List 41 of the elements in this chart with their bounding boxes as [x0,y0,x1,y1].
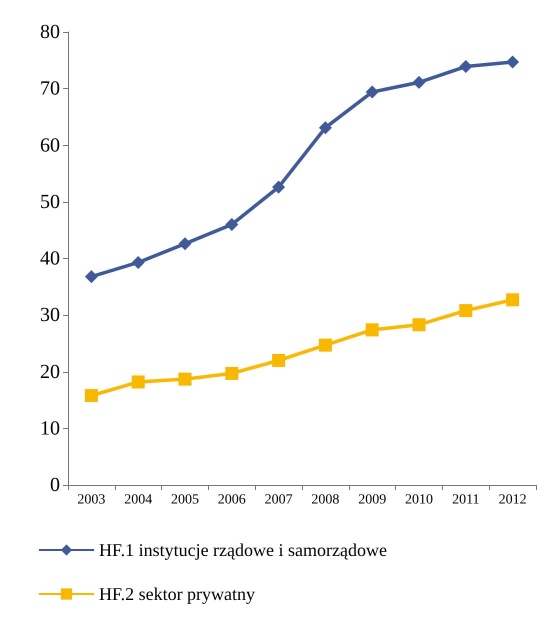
point [132,375,145,388]
point [272,180,286,194]
point [506,56,520,69]
point [366,323,379,336]
x-tick-label: 2009 [358,492,386,508]
point [412,318,426,332]
point [506,293,520,306]
y-tick-label: 20 [40,360,60,383]
x-tick-label: 2008 [311,492,340,508]
point [459,60,472,74]
x-tick-label: 2003 [77,492,106,508]
x-tick-label: 2010 [405,492,433,508]
point [272,354,286,367]
point [412,76,426,89]
y-tick-label: 40 [40,248,60,270]
point [178,237,192,250]
point [178,372,192,386]
point [132,256,145,269]
x-tick-label: 2007 [264,492,293,508]
x-tick-label: 2005 [171,492,199,508]
point [225,366,238,380]
y-tick-label: 0 [50,474,60,496]
legend-label: HF.2 sektor prywatny [99,584,256,604]
point [318,338,332,352]
point [84,389,98,402]
legend-label: HF.1 instytucje rządowe i samorządowe [99,540,387,560]
y-tick-label: 60 [40,134,60,156]
y-tick-label: 10 [40,417,60,440]
x-tick-label: 2011 [452,492,480,508]
y-tick-label: 30 [40,304,60,326]
x-tick-label: 2006 [218,492,246,508]
point [84,270,98,284]
x-tick-label: 2012 [498,492,527,508]
point [459,304,472,318]
x-tick-label: 2004 [124,492,152,508]
y-tick-label: 50 [40,190,60,213]
point [225,218,238,232]
y-tick-label: 70 [40,78,60,100]
y-tick-label: 80 [40,21,60,43]
point [366,86,379,99]
point [318,121,332,134]
